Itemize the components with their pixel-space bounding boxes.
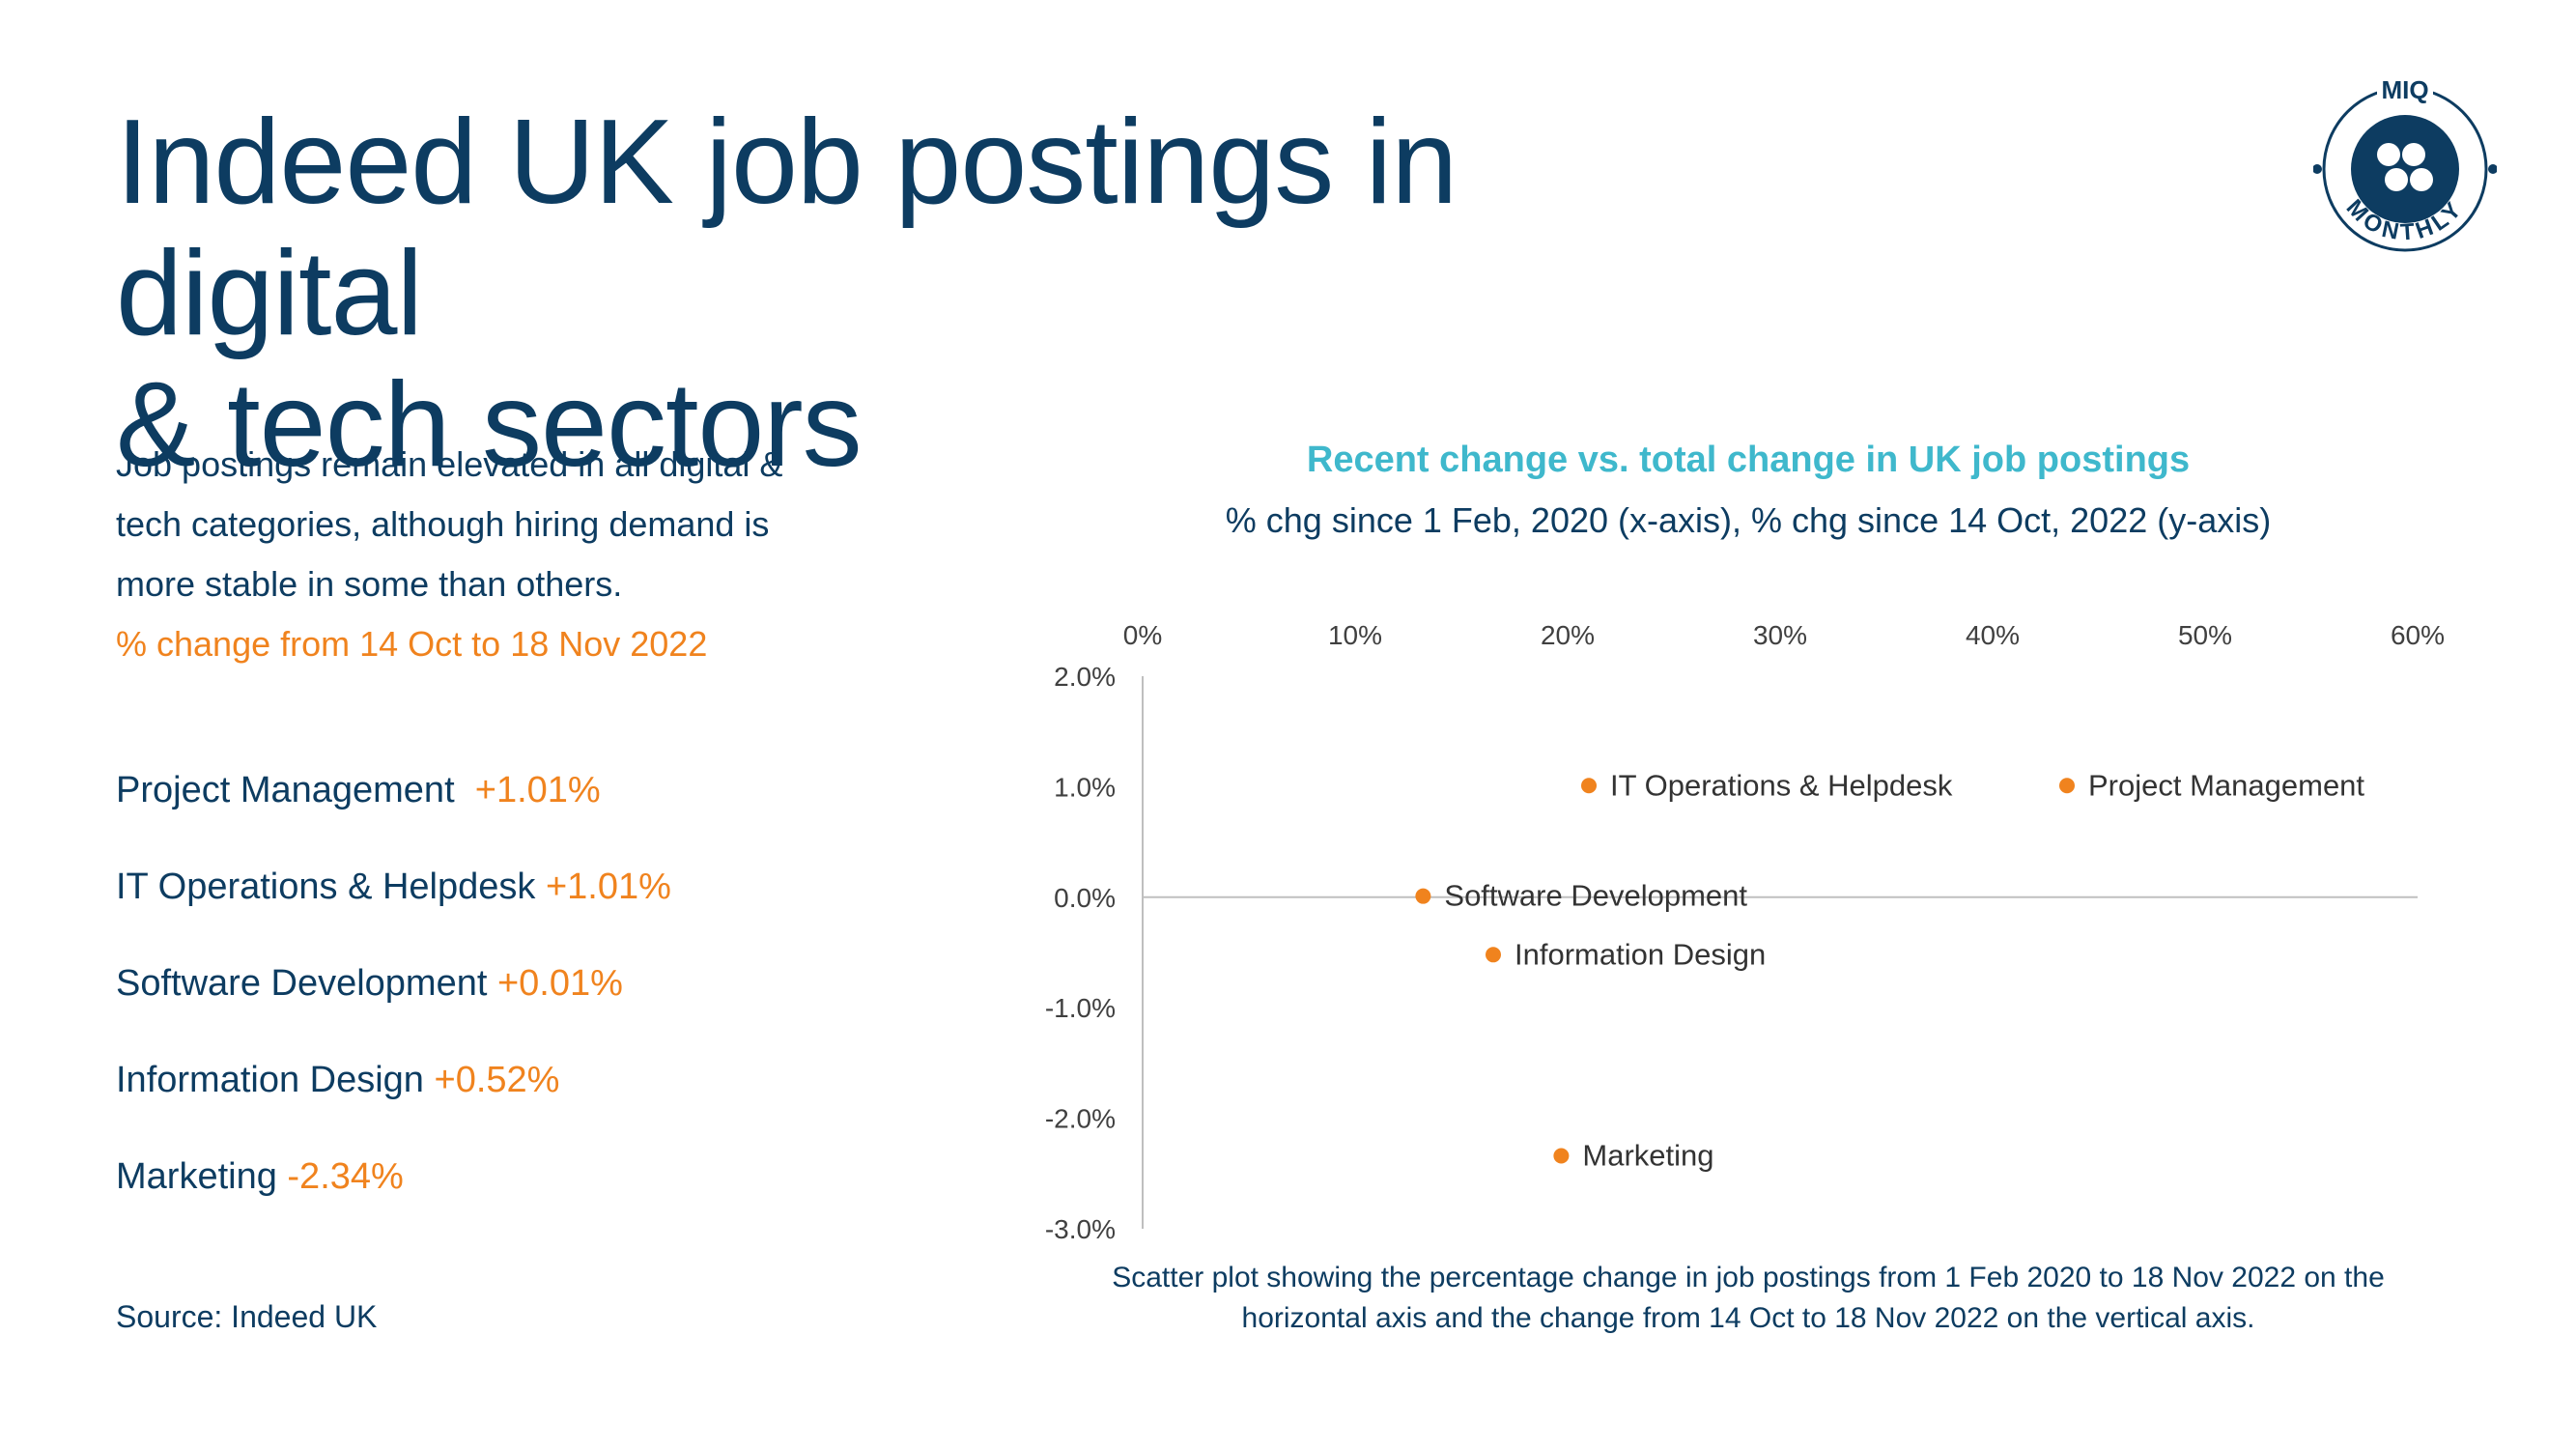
data-label: Software Development: [1444, 879, 1747, 913]
data-label: IT Operations & Helpdesk: [1610, 768, 1953, 802]
stat-row: IT Operations & Helpdesk +1.01%: [116, 860, 850, 956]
y-tick-label: -2.0%: [1045, 1104, 1116, 1134]
logo-text-top: MIQ: [2381, 77, 2428, 104]
source-note: Source: Indeed UK: [116, 1299, 378, 1334]
chart-caption: Scatter plot showing the percentage chan…: [1112, 1262, 2385, 1334]
stat-value: +1.01%: [474, 770, 601, 810]
x-tick-label: 30%: [1753, 620, 1807, 650]
data-point: [1581, 778, 1597, 794]
stat-value: +0.01%: [496, 963, 623, 1004]
intro-note: % change from 14 Oct to 18 Nov 2022: [116, 624, 708, 664]
stat-row: Software Development +0.01%: [116, 956, 850, 1053]
x-tick-label: 0%: [1123, 620, 1162, 650]
stat-label: Project Management: [116, 770, 455, 810]
x-tick-label: 20%: [1541, 620, 1595, 650]
stat-value: -2.34%: [287, 1156, 404, 1197]
data-point: [2059, 778, 2075, 794]
stat-label: IT Operations & Helpdesk: [116, 867, 536, 907]
x-tick-label: 10%: [1328, 620, 1382, 650]
stat-label: Marketing: [116, 1156, 277, 1197]
stat-label: Software Development: [116, 963, 488, 1004]
data-label: Information Design: [1514, 937, 1766, 971]
intro-text: Job postings remain elevated in all digi…: [116, 435, 850, 674]
chart-subtitle: % chg since 1 Feb, 2020 (x-axis), % chg …: [1225, 500, 2272, 540]
x-tick-label: 60%: [2391, 620, 2445, 650]
stats-list: Project Management +1.01% IT Operations …: [116, 763, 850, 1246]
chart-title: Recent change vs. total change in UK job…: [1306, 440, 2191, 480]
y-tick-label: -1.0%: [1045, 993, 1116, 1023]
x-tick-label: 50%: [2178, 620, 2232, 650]
stat-row: Information Design +0.52%: [116, 1053, 850, 1150]
stat-label: Information Design: [116, 1060, 424, 1100]
stat-row: Project Management +1.01%: [116, 763, 850, 860]
data-point: [1553, 1148, 1570, 1164]
stat-row: Marketing -2.34%: [116, 1150, 850, 1246]
data-label: Project Management: [2088, 768, 2364, 802]
intro-paragraph: Job postings remain elevated in all digi…: [116, 444, 783, 604]
y-tick-label: -3.0%: [1045, 1214, 1116, 1244]
y-tick-label: 2.0%: [1054, 662, 1116, 692]
data-point: [1486, 947, 1501, 963]
title-line-1: Indeed UK job postings in digital: [116, 96, 1458, 360]
y-tick-label: 0.0%: [1054, 883, 1116, 913]
page-title: Indeed UK job postings in digital & tech…: [116, 97, 1758, 491]
x-tick-label: 40%: [1966, 620, 2020, 650]
data-point: [1415, 888, 1431, 904]
stat-value: +1.01%: [545, 867, 671, 907]
miq-monthly-logo: MIQ MONTHLY: [2312, 75, 2498, 261]
title-line-2: & tech sectors: [116, 358, 863, 492]
stat-value: +0.52%: [434, 1060, 560, 1100]
data-label: Marketing: [1582, 1138, 1713, 1172]
y-tick-label: 1.0%: [1054, 772, 1116, 802]
